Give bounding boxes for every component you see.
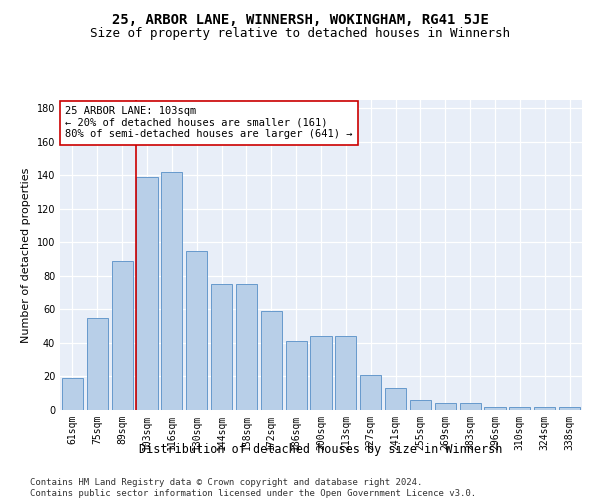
Bar xyxy=(435,404,456,410)
Bar xyxy=(460,404,481,410)
Bar xyxy=(87,318,108,410)
Bar xyxy=(410,400,431,410)
Y-axis label: Number of detached properties: Number of detached properties xyxy=(21,168,31,342)
Bar xyxy=(484,406,506,410)
Bar xyxy=(261,311,282,410)
Bar xyxy=(534,406,555,410)
Bar xyxy=(186,251,207,410)
Bar xyxy=(559,406,580,410)
Text: 25 ARBOR LANE: 103sqm
← 20% of detached houses are smaller (161)
80% of semi-det: 25 ARBOR LANE: 103sqm ← 20% of detached … xyxy=(65,106,353,140)
Bar xyxy=(360,375,381,410)
Bar xyxy=(112,261,133,410)
Bar xyxy=(335,336,356,410)
Bar xyxy=(62,378,83,410)
Bar xyxy=(310,336,332,410)
Text: Size of property relative to detached houses in Winnersh: Size of property relative to detached ho… xyxy=(90,28,510,40)
Bar xyxy=(236,284,257,410)
Bar xyxy=(286,342,307,410)
Bar xyxy=(211,284,232,410)
Bar xyxy=(136,177,158,410)
Text: Distribution of detached houses by size in Winnersh: Distribution of detached houses by size … xyxy=(139,442,503,456)
Text: 25, ARBOR LANE, WINNERSH, WOKINGHAM, RG41 5JE: 25, ARBOR LANE, WINNERSH, WOKINGHAM, RG4… xyxy=(112,12,488,26)
Text: Contains HM Land Registry data © Crown copyright and database right 2024.
Contai: Contains HM Land Registry data © Crown c… xyxy=(30,478,476,498)
Bar xyxy=(385,388,406,410)
Bar xyxy=(161,172,182,410)
Bar xyxy=(509,406,530,410)
